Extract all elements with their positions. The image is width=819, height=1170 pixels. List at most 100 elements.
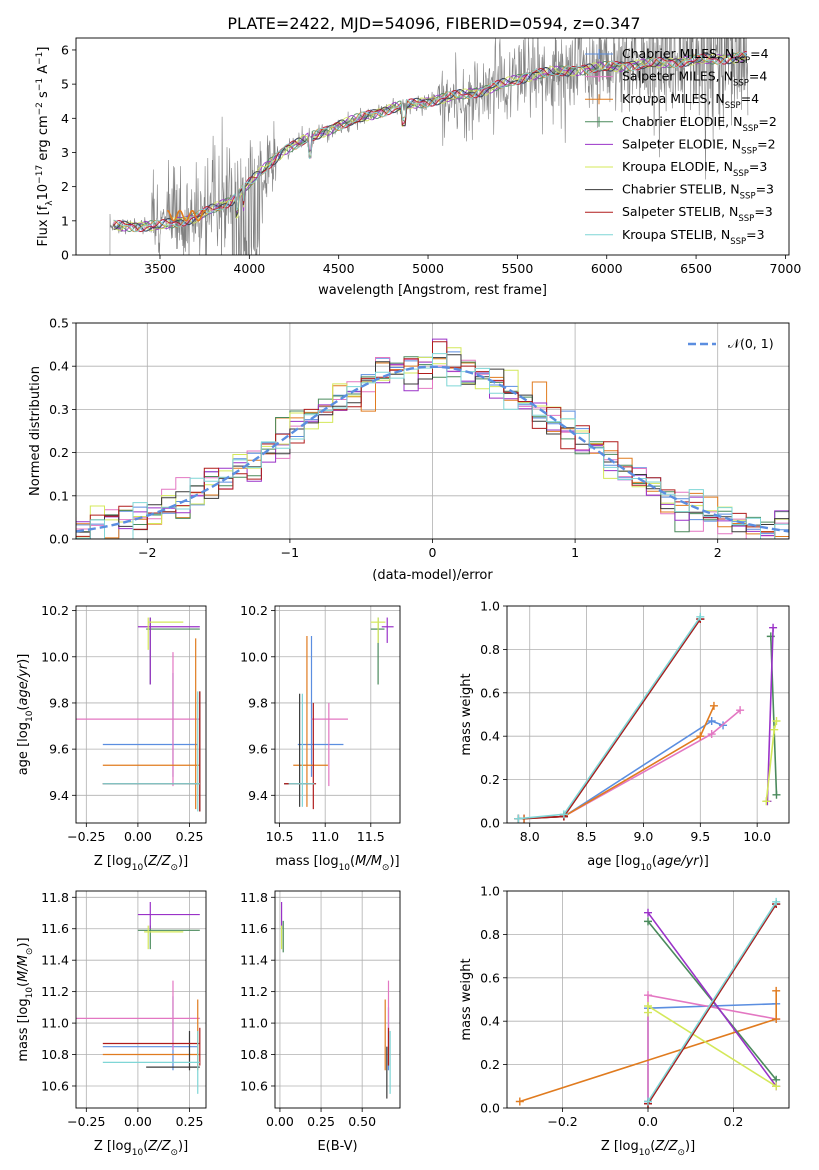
x-tick-label: 11.0 bbox=[311, 829, 339, 844]
x-tick-label: 4000 bbox=[233, 261, 265, 276]
legend-label: Chabrier MILES, NSSP=4 bbox=[622, 46, 769, 66]
weight-marker bbox=[696, 732, 705, 741]
figure-title: PLATE=2422, MJD=54096, FIBERID=0594, z=0… bbox=[227, 14, 640, 33]
x-tick-label: −2 bbox=[138, 545, 156, 560]
x-tick-label: 2 bbox=[714, 545, 722, 560]
axes-frame bbox=[75, 322, 790, 540]
y-tick-label: 11.0 bbox=[240, 1016, 268, 1031]
y-tick-label: 0.0 bbox=[480, 816, 500, 831]
y-tick-label: 9.4 bbox=[248, 788, 268, 803]
y-tick-label: 0.5 bbox=[49, 316, 69, 331]
y-tick-label: 0.8 bbox=[480, 927, 500, 942]
x-tick-label: 0.00 bbox=[124, 829, 152, 844]
weight-marker bbox=[514, 814, 523, 823]
x-axis-label: Z [log10(Z/Z⊙)] bbox=[94, 854, 188, 873]
panel-weight_vs_Z: −0.2 0.0 0.2 0.0 0.2 0.4 0.6 0.8 1.0 Z [log10(Z/Z… bbox=[459, 884, 790, 1158]
y-tick-label: 10.0 bbox=[41, 649, 69, 664]
x-tick-label: 0 bbox=[429, 545, 437, 560]
y-tick-label: 4 bbox=[61, 111, 69, 126]
weight-marker bbox=[559, 810, 568, 819]
axes-frame bbox=[506, 890, 790, 1109]
x-tick-label: 6500 bbox=[680, 261, 712, 276]
model-spectrum-line bbox=[113, 53, 747, 231]
x-tick-label: 0.25 bbox=[176, 829, 204, 844]
weight-marker bbox=[644, 908, 652, 917]
x-tick-label: 9.0 bbox=[634, 829, 654, 844]
x-axis-label: wavelength [Angstrom, rest frame] bbox=[318, 283, 547, 298]
panel-weight_vs_age: 8.0 8.5 9.0 9.5 10.0 0.0 0.2 0.4 0.6 0.8 1.0 age [l… bbox=[459, 599, 790, 873]
weight-marker bbox=[707, 730, 716, 739]
weight-line bbox=[518, 618, 701, 820]
y-tick-label: 11.2 bbox=[240, 984, 268, 999]
y-tick-label: 10.6 bbox=[41, 1078, 69, 1093]
weight-lines bbox=[514, 612, 781, 823]
y-tick-label: 11.4 bbox=[41, 953, 69, 968]
legend-label: Kroupa ELODIE, NSSP=3 bbox=[622, 159, 767, 179]
panel-age_vs_mass: 10.5 11.0 11.5 9.4 9.6 9.8 10.0 10.2 mass [log10… bbox=[240, 603, 401, 873]
weight-marker bbox=[709, 701, 718, 710]
y-tick-label: 9.4 bbox=[49, 788, 69, 803]
axes-frame bbox=[506, 605, 790, 824]
y-tick-label: 10.6 bbox=[240, 1078, 268, 1093]
weight-marker bbox=[644, 917, 652, 926]
x-tick-label: 4500 bbox=[323, 261, 355, 276]
weight-line bbox=[647, 901, 777, 1102]
x-tick-label: 11.5 bbox=[357, 829, 385, 844]
panel-mass_vs_Z: −0.25 0.00 0.25 10.6 10.8 11.0 11.2 11.4 11.6 11.… bbox=[16, 890, 207, 1158]
x-tick-label: 3500 bbox=[144, 261, 176, 276]
x-tick-label: 1 bbox=[571, 545, 579, 560]
x-tick-label: 10.0 bbox=[743, 829, 771, 844]
x-tick-label: 0.25 bbox=[176, 1114, 204, 1129]
y-tick-label: 10.8 bbox=[41, 1047, 69, 1062]
y-tick-label: 10.2 bbox=[240, 603, 268, 618]
y-tick-label: 0.8 bbox=[480, 642, 500, 657]
y-tick-label: 11.0 bbox=[41, 1016, 69, 1031]
y-tick-label: 6 bbox=[61, 42, 69, 57]
y-tick-label: 0.4 bbox=[49, 359, 69, 374]
weight-marker bbox=[644, 991, 652, 1000]
y-tick-label: 1.0 bbox=[480, 599, 500, 614]
x-tick-label: 9.5 bbox=[690, 829, 710, 844]
model-spectrum-line bbox=[113, 51, 748, 233]
error-bars bbox=[280, 902, 391, 1099]
x-tick-label: 0.00 bbox=[266, 1114, 294, 1129]
weight-line bbox=[647, 903, 777, 1105]
weight-marker bbox=[772, 790, 781, 799]
weight-marker bbox=[772, 1082, 781, 1091]
y-tick-label: 11.6 bbox=[41, 921, 69, 936]
axes-frame bbox=[75, 37, 790, 256]
y-tick-label: 0.4 bbox=[480, 1014, 500, 1029]
weight-marker bbox=[772, 1015, 781, 1024]
x-tick-label: −1 bbox=[281, 545, 299, 560]
y-tick-label: 0.6 bbox=[480, 685, 500, 700]
y-tick-label: 11.6 bbox=[240, 921, 268, 936]
y-tick-label: 11.8 bbox=[41, 890, 69, 905]
x-axis-label: Z [log10(Z/Z⊙)] bbox=[601, 1139, 695, 1158]
weight-marker bbox=[736, 706, 745, 715]
x-tick-label: 6000 bbox=[591, 261, 623, 276]
weight-marker bbox=[696, 612, 705, 621]
weight-line bbox=[524, 720, 724, 820]
x-tick-label: 7000 bbox=[770, 261, 802, 276]
panel-age_vs_Z: −0.25 0.00 0.25 9.4 9.6 9.8 10.0 10.2 Z [log10(Z… bbox=[16, 603, 207, 873]
weight-marker bbox=[769, 623, 778, 632]
y-axis-label: age [log10(age/yr)] bbox=[16, 654, 35, 776]
axes-frame bbox=[75, 605, 207, 824]
panel-residuals: −2 −1 0 1 2 0.0 0.1 0.2 0.3 0.4 0.5 (data-model)/er… bbox=[28, 316, 790, 583]
legend-label: Kroupa MILES, NSSP=4 bbox=[622, 91, 759, 111]
y-axis-label: mass [log10(M/M⊙)] bbox=[16, 937, 35, 1061]
y-tick-label: 0.2 bbox=[480, 1057, 500, 1072]
x-tick-label: −0.25 bbox=[67, 1114, 105, 1129]
x-axis-label: E(B-V) bbox=[317, 1139, 357, 1154]
x-tick-label: 0.50 bbox=[348, 1114, 376, 1129]
x-tick-label: 5000 bbox=[412, 261, 444, 276]
weight-marker bbox=[644, 1002, 652, 1011]
x-tick-label: 0.00 bbox=[124, 1114, 152, 1129]
y-tick-label: 9.8 bbox=[248, 695, 268, 710]
y-tick-label: 9.8 bbox=[49, 695, 69, 710]
y-tick-label: 2 bbox=[61, 179, 69, 194]
x-tick-label: 8.5 bbox=[577, 829, 597, 844]
y-axis-label: mass weight bbox=[459, 673, 474, 755]
y-tick-label: 10.8 bbox=[240, 1047, 268, 1062]
